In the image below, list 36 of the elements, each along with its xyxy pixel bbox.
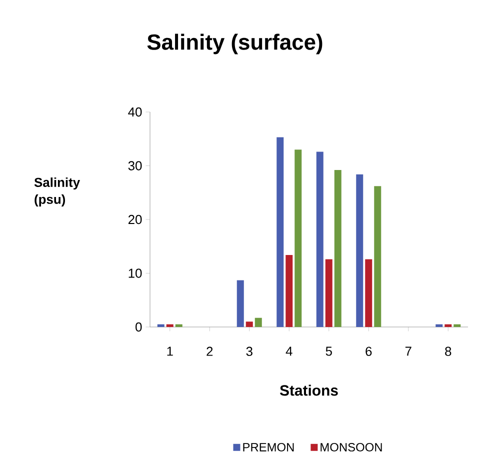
bar <box>254 318 262 327</box>
bar <box>334 170 342 327</box>
x-tick-label: 8 <box>445 346 452 356</box>
bar <box>276 137 284 327</box>
bar <box>166 324 174 327</box>
y-tick-label: 30 <box>128 161 142 170</box>
x-tick-label: 5 <box>326 346 332 356</box>
bar <box>454 324 461 327</box>
x-tick-label: 6 <box>366 346 372 356</box>
y-tick-label: 0 <box>136 322 142 332</box>
bar <box>246 322 253 327</box>
bar <box>157 324 164 327</box>
x-tick-label: 1 <box>167 346 173 356</box>
chart-title: Salinity (surface) <box>147 34 322 54</box>
y-axis-title: Salinity (psu) <box>34 177 80 206</box>
bar <box>374 186 382 327</box>
bar <box>325 259 332 327</box>
x-tick-label: 7 <box>405 346 412 356</box>
bar <box>236 280 244 327</box>
bar <box>444 324 452 327</box>
legend-label: PREMON <box>243 442 294 452</box>
y-tick-label: 20 <box>128 214 142 224</box>
bar <box>356 174 364 327</box>
x-tick-label: 2 <box>206 346 213 356</box>
y-tick-label: 40 <box>128 107 142 117</box>
x-axis-title: Stations <box>280 384 338 396</box>
y-tick-label: 10 <box>128 268 142 278</box>
bar <box>294 150 302 327</box>
x-tick-label: 4 <box>286 346 292 356</box>
bar <box>436 324 443 327</box>
legend-label: MONSOON <box>320 442 382 452</box>
bar <box>365 259 372 327</box>
bar <box>286 254 293 327</box>
x-tick-label: 3 <box>246 346 252 356</box>
bar <box>316 152 324 327</box>
bar <box>175 324 182 327</box>
